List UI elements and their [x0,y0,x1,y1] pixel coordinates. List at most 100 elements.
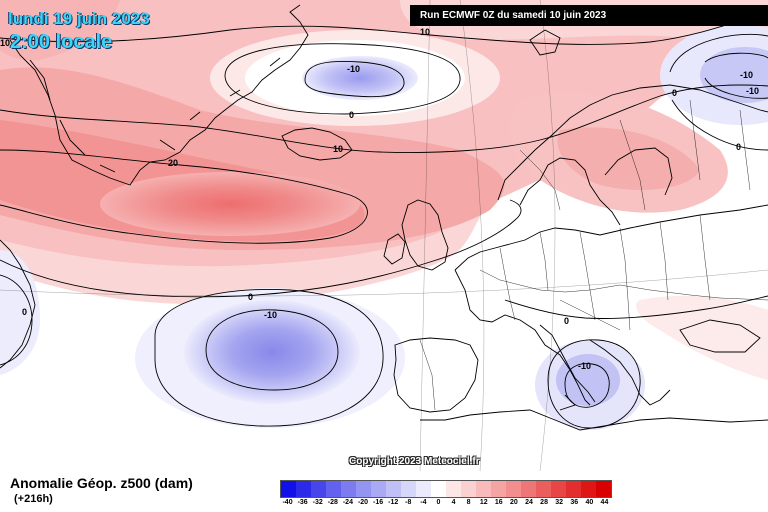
coastline-svalbard [529,29,561,56]
contour-10-south [0,199,522,298]
contour-label-0-greenland: 0 [349,110,354,120]
greenland-low-core [302,56,418,100]
legend-color-bar [280,480,612,498]
contour-0-europe [504,295,768,319]
contour-label-minus10-atlantic: -10 [264,310,277,320]
copyright-notice: Copyright 2023 Meteociel.fr [349,456,480,467]
coastline-balkans [589,339,671,406]
atlantic-low-core [184,300,360,404]
coastline-ireland [383,233,406,265]
legend-swatch [506,481,521,497]
legend-swatch [311,481,326,497]
legend-tick-label: 36 [570,499,579,506]
contour-minus10-atlantic [205,309,339,391]
contour-label-0-west: 0 [22,307,27,317]
contour-label-0-europe: 0 [564,316,569,326]
legend-tick-label: -8 [405,499,412,506]
coastline-black-sea [679,319,761,353]
coastline-greenland [9,4,309,186]
legend-tick-label: 44 [600,499,609,506]
legend-swatch [446,481,461,497]
legend-swatch [371,481,386,497]
country-borders [419,99,768,411]
coastline-north-africa [420,409,768,431]
model-run-info: Run ECMWF 0Z du samedi 10 juin 2023 [410,5,768,26]
contour-0-greenland [224,43,461,115]
legend-tick-label: -12 [388,499,399,506]
legend-tick-label: -40 [282,499,293,506]
legend-swatch [596,481,611,497]
legend-swatch [386,481,401,497]
contour-10-north [0,11,768,45]
contour-label-0-atlantic: 0 [248,292,253,302]
legend-swatch [431,481,446,497]
legend-swatch [551,481,566,497]
contour-label-20-atlantic: 20 [168,158,178,168]
legend-tick-label: 40 [585,499,594,506]
contour-minus10-greenland [304,60,405,98]
contour-label-10-north: 10 [420,27,430,37]
coastline-iberia [393,337,479,413]
legend-tick-label: 16 [494,499,503,506]
legend-swatch [281,481,296,497]
legend-tick-label: 12 [479,499,488,506]
legend-tick-label: 4 [451,499,456,506]
legend-tick-label: -16 [373,499,384,506]
legend-swatch [566,481,581,497]
legend-tick-label: 24 [525,499,533,506]
legend-tick-label: -36 [297,499,308,506]
east-europe-positive [636,295,768,380]
contour-minus10-italy [564,363,610,408]
legend-swatch [356,481,371,497]
contour-20-atlantic [0,149,368,244]
legend-tick-label: 20 [510,499,518,506]
legend-tick-label: -20 [357,499,369,506]
legend-swatch [536,481,551,497]
footer-bar: Anomalie Géop. z500 (dam) (+216h) -40 -36… [0,471,768,512]
legend-swatch [401,481,416,497]
legend-swatch [476,481,491,497]
legend-swatch [296,481,311,497]
legend-tick-label: 32 [555,499,564,506]
legend-swatch [491,481,506,497]
legend-swatch [581,481,596,497]
legend-swatch [326,481,341,497]
legend-tick-labels: -40 -36 -32 -28 -24 -20 -16 -12 -8 -4 0 4 8 12 16 20 24 2… [280,498,612,510]
valid-time: 2:00 locale [10,31,113,53]
graticule [0,0,768,471]
contour-0-italy [547,339,641,429]
lead-time: (+216h) [14,493,53,505]
contour-0-atlantic [154,288,384,427]
coastline-north-america [0,239,36,369]
contour-label-10-north-west: 10 [0,38,10,48]
legend-tick-label: 28 [540,499,548,506]
contour-label-10-iceland: 10 [333,144,343,154]
legend-tick-label: 0 [436,499,441,506]
legend-tick-label: -24 [342,499,353,506]
coastline-scandinavia [497,84,768,201]
valid-date: lundi 19 juin 2023 [8,9,150,28]
contour-label-0-northeast-b: 0 [736,142,741,152]
contour-label-minus10-northeast-a: -10 [740,70,753,80]
contour-label-minus10-northeast-b: -10 [746,86,759,96]
contour-0-northeast [669,33,768,151]
contour-label-0-northeast-a: 0 [672,88,677,98]
coastline-british-isles [401,199,449,271]
legend-swatch [521,481,536,497]
legend-swatch [416,481,431,497]
contour-label-minus10-greenland: -10 [347,64,360,74]
product-title: Anomalie Géop. z500 (dam) [10,475,193,491]
contour-10-iceland [0,84,768,153]
contour-minus10-northeast [704,52,768,99]
west-atlantic-low [0,250,40,375]
anomaly-contours [0,11,768,429]
contour-labels: 10 10 -10 0 10 20 0 -10 0 0 -10 -10 -10 … [0,27,759,371]
legend-tick-label: -28 [327,499,338,506]
anomaly-map: 10 10 -10 0 10 20 0 -10 0 0 -10 -10 -10 … [0,0,768,471]
color-legend: -40 -36 -32 -28 -24 -20 -16 -12 -8 -4 0 4 8 12 16 20 24 2… [280,480,612,508]
contour-label-minus10-italy: -10 [578,361,591,371]
legend-tick-label: -4 [420,499,427,506]
legend-swatch [341,481,356,497]
legend-swatch [461,481,476,497]
